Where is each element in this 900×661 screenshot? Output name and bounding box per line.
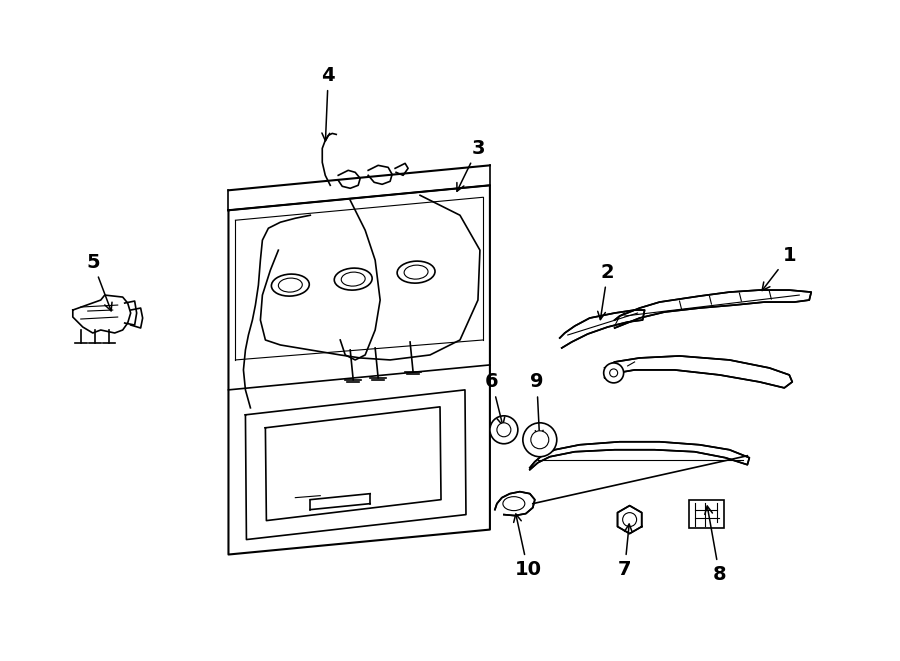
Circle shape xyxy=(623,513,636,527)
Polygon shape xyxy=(615,290,811,328)
Text: 1: 1 xyxy=(762,246,796,291)
Ellipse shape xyxy=(503,496,525,510)
Ellipse shape xyxy=(278,278,302,292)
Circle shape xyxy=(604,363,624,383)
Polygon shape xyxy=(560,310,644,348)
Text: 6: 6 xyxy=(485,372,505,426)
Text: 4: 4 xyxy=(321,66,335,141)
Circle shape xyxy=(523,423,557,457)
Text: 2: 2 xyxy=(598,262,615,319)
Polygon shape xyxy=(617,506,642,533)
Polygon shape xyxy=(495,492,535,516)
Text: 9: 9 xyxy=(530,372,544,438)
Polygon shape xyxy=(530,442,750,470)
FancyBboxPatch shape xyxy=(689,500,724,527)
Ellipse shape xyxy=(341,272,365,286)
Ellipse shape xyxy=(272,274,310,296)
Text: 10: 10 xyxy=(514,514,541,579)
Text: 3: 3 xyxy=(457,139,485,191)
Circle shape xyxy=(609,369,617,377)
Text: 5: 5 xyxy=(86,253,112,311)
Ellipse shape xyxy=(397,261,435,283)
Ellipse shape xyxy=(334,268,372,290)
Circle shape xyxy=(497,423,511,437)
Ellipse shape xyxy=(404,265,428,279)
Circle shape xyxy=(531,431,549,449)
Polygon shape xyxy=(605,356,792,388)
Circle shape xyxy=(490,416,518,444)
Text: 7: 7 xyxy=(618,524,633,579)
Text: 8: 8 xyxy=(705,506,726,584)
